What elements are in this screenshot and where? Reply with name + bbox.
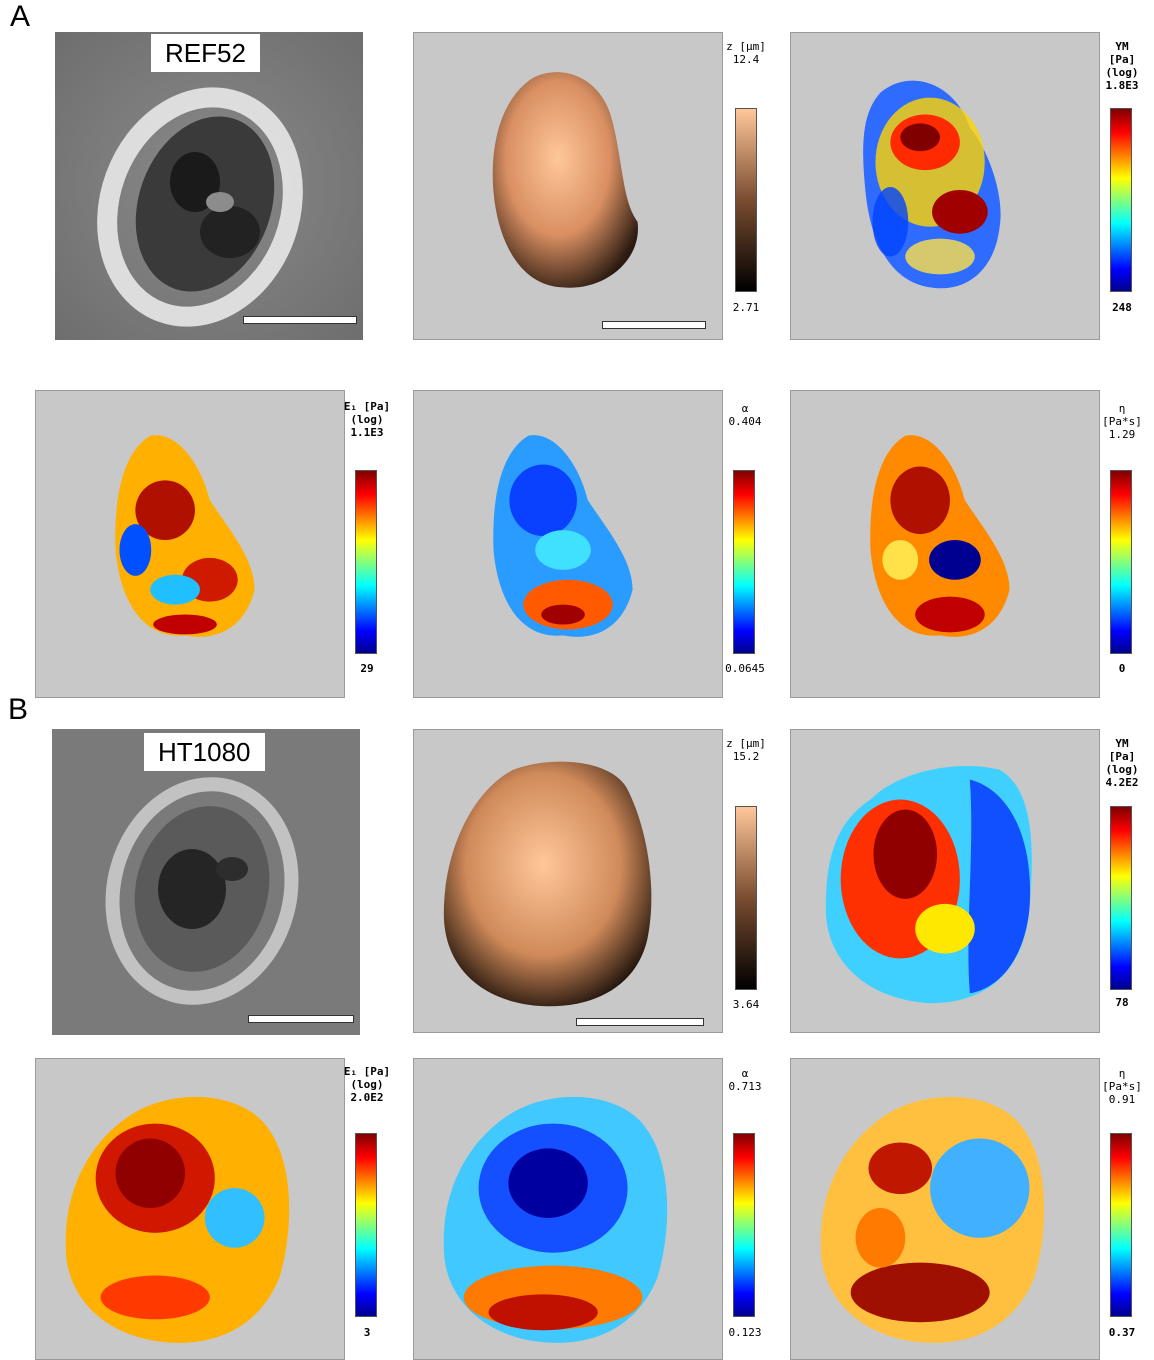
eta-colorbar-title: η [Pa*s] 1.29 xyxy=(1102,402,1142,441)
scale-bar xyxy=(602,321,706,329)
ym-colorbar-min: 78 xyxy=(1115,996,1129,1009)
young-modulus-map-graphic xyxy=(863,80,1001,289)
height-colorbar xyxy=(735,108,757,292)
height-map-graphic xyxy=(492,72,638,288)
ym-colorbar-title: YM [Pa] (log) 1.8E3 xyxy=(1105,40,1139,92)
e1-colorbar-min: 29 xyxy=(360,662,374,675)
alpha-colorbar-title: α 0.713 xyxy=(728,1067,762,1093)
e1-colorbar xyxy=(355,470,377,654)
scale-bar xyxy=(248,1015,354,1023)
eta-map-ht1080 xyxy=(790,1058,1100,1360)
height-colorbar-title: z [μm] 12.4 xyxy=(726,40,766,66)
eta-colorbar-title: η [Pa*s] 0.91 xyxy=(1102,1067,1142,1106)
phase-contrast-image-ref52: REF52 xyxy=(55,32,363,340)
e1-map-graphic xyxy=(115,435,255,637)
height-colorbar-title: z [μm] 15.2 xyxy=(726,737,766,763)
height-colorbar-min: 2.71 xyxy=(732,301,760,314)
alpha-map-graphic xyxy=(493,435,633,637)
phase-contrast-image-ht1080: HT1080 xyxy=(52,729,360,1035)
e1-map-ref52 xyxy=(35,390,345,698)
e1-map-ht1080 xyxy=(35,1058,345,1360)
cell-line-label: HT1080 xyxy=(144,733,265,771)
eta-colorbar-min: 0.37 xyxy=(1108,1326,1136,1339)
e1-colorbar-title: E₁ [Pa] (log) 2.0E2 xyxy=(343,1065,391,1104)
height-colorbar xyxy=(735,806,757,990)
phase-contrast-cell-graphic xyxy=(55,32,363,340)
cell-line-label: REF52 xyxy=(151,34,260,72)
ym-colorbar xyxy=(1110,806,1132,990)
young-modulus-map-graphic xyxy=(825,766,1032,1004)
e1-map-graphic xyxy=(65,1096,290,1343)
eta-colorbar-min: 0 xyxy=(1118,662,1126,675)
panel-letter-b: B xyxy=(8,693,29,726)
eta-colorbar xyxy=(1110,1133,1132,1317)
alpha-map-graphic xyxy=(443,1096,668,1343)
eta-map-graphic xyxy=(870,435,1010,637)
ym-colorbar-title: YM [Pa] (log) 4.2E2 xyxy=(1105,737,1139,789)
alpha-colorbar-min: 0.0645 xyxy=(725,662,765,675)
height-map-ht1080 xyxy=(413,729,723,1033)
scale-bar xyxy=(243,316,357,324)
scale-bar xyxy=(576,1018,704,1026)
ym-colorbar-min: 248 xyxy=(1112,301,1132,314)
e1-colorbar-min: 3 xyxy=(363,1326,371,1339)
alpha-map-ht1080 xyxy=(413,1058,723,1360)
phase-contrast-cell-graphic xyxy=(52,729,360,1035)
eta-map-ref52 xyxy=(790,390,1100,698)
eta-map-graphic xyxy=(820,1096,1045,1343)
alpha-colorbar-min: 0.123 xyxy=(728,1326,762,1339)
alpha-map-ref52 xyxy=(413,390,723,698)
height-map-graphic xyxy=(443,761,652,1007)
young-modulus-map-ref52 xyxy=(790,32,1100,340)
e1-colorbar-title: E₁ [Pa] (log) 1.1E3 xyxy=(343,400,391,439)
height-colorbar-min: 3.64 xyxy=(732,998,760,1011)
alpha-colorbar xyxy=(733,470,755,654)
e1-colorbar xyxy=(355,1133,377,1317)
ym-colorbar xyxy=(1110,108,1132,292)
panel-letter-a: A xyxy=(10,0,31,33)
eta-colorbar xyxy=(1110,470,1132,654)
alpha-colorbar xyxy=(733,1133,755,1317)
height-map-ref52 xyxy=(413,32,723,340)
young-modulus-map-ht1080 xyxy=(790,729,1100,1033)
alpha-colorbar-title: α 0.404 xyxy=(728,402,762,428)
